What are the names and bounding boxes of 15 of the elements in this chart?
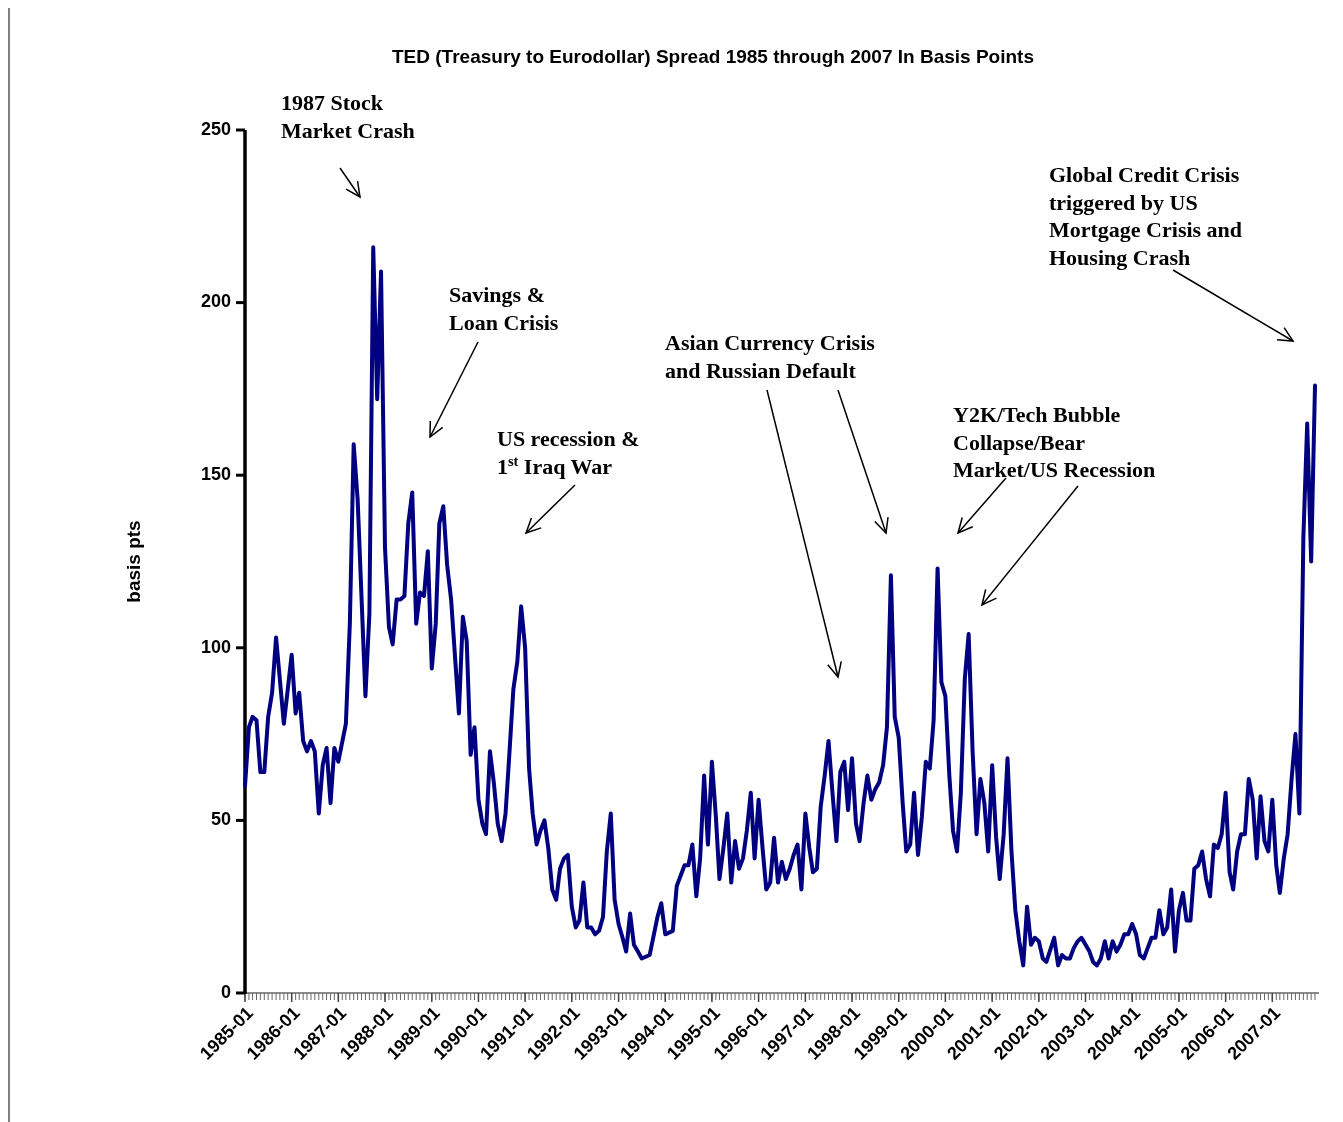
y-tick-label: 100 bbox=[200, 636, 231, 657]
y-tick-label: 0 bbox=[220, 981, 231, 1002]
annotation: Y2K/Tech Bubble Collapse/Bear Market/US Recession bbox=[953, 402, 1156, 482]
annotation: Asian Currency Crisis and Russian Default bbox=[665, 330, 876, 383]
annotation: Global Credit Crisis triggered by US Mortgage Crisis and Housing Crash bbox=[1049, 162, 1243, 270]
y-tick-label: 150 bbox=[200, 463, 231, 484]
y-axis-title: basis pts bbox=[123, 520, 144, 603]
chart-title: TED (Treasury to Eurodollar) Spread 1985 through 2007 In Basis Points bbox=[392, 46, 1034, 67]
annotation: Savings & Loan Crisis bbox=[449, 282, 559, 335]
y-tick-label: 200 bbox=[200, 291, 231, 312]
y-tick-label: 250 bbox=[200, 118, 231, 139]
annotation: 1987 Stock Market Crash bbox=[281, 90, 415, 143]
annotation: US recession & 1$^{st}$ Iraq War bbox=[497, 426, 640, 479]
y-tick-label: 50 bbox=[210, 809, 231, 830]
line-series bbox=[243, 245, 1317, 968]
